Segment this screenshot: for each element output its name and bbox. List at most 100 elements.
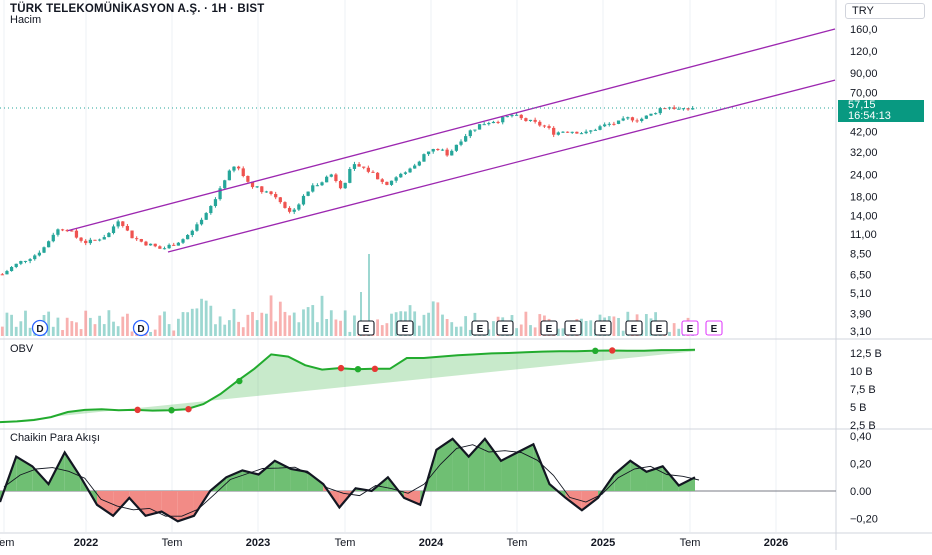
candle-body: [47, 241, 51, 248]
price-candles: [0, 105, 695, 276]
volume-spike: [360, 292, 362, 336]
candle-body: [426, 151, 431, 155]
cmf-label[interactable]: Chaikin Para Akışı: [10, 432, 100, 444]
event-marker-label: E: [402, 324, 409, 335]
candle-body: [162, 248, 167, 250]
cmf-tick-label: 0.00: [850, 486, 871, 498]
candle-body: [111, 226, 116, 234]
volume-bar: [315, 322, 319, 336]
currency-selector[interactable]: TRY: [845, 3, 925, 19]
volume-bar: [51, 326, 55, 336]
volume-bar: [343, 310, 347, 336]
candle-body: [37, 252, 42, 256]
candle-body: [236, 166, 241, 169]
candle-body: [394, 177, 398, 181]
candle-body: [311, 185, 315, 192]
candle-body: [93, 239, 97, 241]
candle-body: [264, 191, 269, 193]
volume-bar: [390, 313, 393, 336]
event-marker-label: E: [656, 324, 663, 335]
event-marker-label: E: [687, 324, 694, 335]
time-tick-label: 2024: [419, 537, 444, 549]
cmf-signal-line: [3, 444, 700, 517]
price-tick-label: 8,50: [850, 249, 871, 261]
volume-bar: [98, 315, 102, 336]
symbol-title[interactable]: TÜRK TELEKOMÜNİKASYON A.Ş. · 1H · BIST: [10, 3, 265, 15]
candle-body: [519, 114, 523, 119]
volume-bar: [5, 312, 9, 336]
candle-body: [102, 237, 106, 240]
candle-body: [598, 126, 602, 130]
volume-bar: [311, 305, 315, 336]
volume-bar: [529, 325, 532, 336]
candle-body: [473, 129, 477, 131]
volume-bar: [218, 316, 222, 336]
cmf-fill-segment: [258, 460, 275, 491]
time-tick-label: 2026: [764, 537, 788, 549]
candle-body: [514, 114, 519, 116]
volume-bar: [445, 319, 449, 336]
candle-body: [292, 209, 296, 212]
price-tick-label: 5,10: [850, 288, 871, 300]
candle-body: [241, 168, 245, 176]
candle-body: [250, 181, 255, 188]
candle-body: [195, 224, 199, 231]
volume-bar: [459, 326, 463, 336]
cmf-fill-segment: [145, 491, 162, 516]
candle-body: [60, 229, 65, 231]
channel-lower-line: [167, 79, 836, 253]
price-axis[interactable]: 160,0 120,0 90,00 70,00 42,00 32,00 24,00 18,00…: [850, 24, 882, 526]
volume-bar: [584, 320, 588, 336]
volume-bar: [232, 308, 236, 336]
candle-body: [561, 131, 565, 133]
volume-bar: [325, 319, 329, 336]
volume-bar: [376, 319, 380, 336]
volume-bar: [126, 313, 129, 336]
candle-body: [663, 108, 667, 110]
event-marker-label: E: [546, 324, 553, 335]
earnings-marker: [540, 320, 558, 336]
candle-body: [172, 244, 176, 246]
candle-body: [607, 123, 611, 125]
candle-body: [413, 165, 417, 169]
trend-channel[interactable]: [67, 28, 836, 253]
volume-bar: [320, 295, 324, 336]
candle-body: [51, 234, 55, 242]
time-tick-label: 2022: [74, 537, 98, 549]
volume-bar: [561, 328, 565, 336]
obv-signal-dot: [371, 365, 379, 373]
candle-body: [621, 118, 625, 121]
volume-label[interactable]: Hacim: [10, 14, 42, 26]
candle-body: [640, 118, 644, 121]
candle-body: [88, 239, 92, 244]
candle-body: [218, 188, 222, 200]
earnings-marker: [564, 320, 582, 336]
time-axis[interactable]: Tem 2022 Tem 2023 Tem 2024 Tem 2025 Tem 2026: [0, 537, 788, 549]
volume-bar: [190, 308, 194, 336]
volume-bar: [617, 317, 620, 336]
volume-bar: [348, 331, 352, 336]
candle-body: [501, 117, 505, 123]
price-tick-label: 11,00: [850, 229, 877, 241]
candle-body: [468, 130, 472, 137]
candle-body: [14, 263, 18, 268]
obv-label[interactable]: OBV: [10, 343, 34, 355]
candle-body: [334, 174, 338, 181]
candle-body: [181, 239, 185, 243]
volume-bar: [339, 320, 342, 336]
cmf-fill-segment: [436, 438, 453, 491]
volume-bar: [612, 316, 616, 336]
candle-body: [338, 180, 343, 189]
time-tick-label: 2023: [246, 537, 270, 549]
volume-bar: [181, 312, 185, 336]
cmf-tick-label: −0,20: [850, 514, 878, 526]
candle-body: [686, 108, 690, 110]
dividend-marker: [31, 319, 49, 337]
candle-body: [348, 168, 352, 183]
candle-body: [644, 115, 648, 119]
event-marker-label: E: [363, 324, 370, 335]
